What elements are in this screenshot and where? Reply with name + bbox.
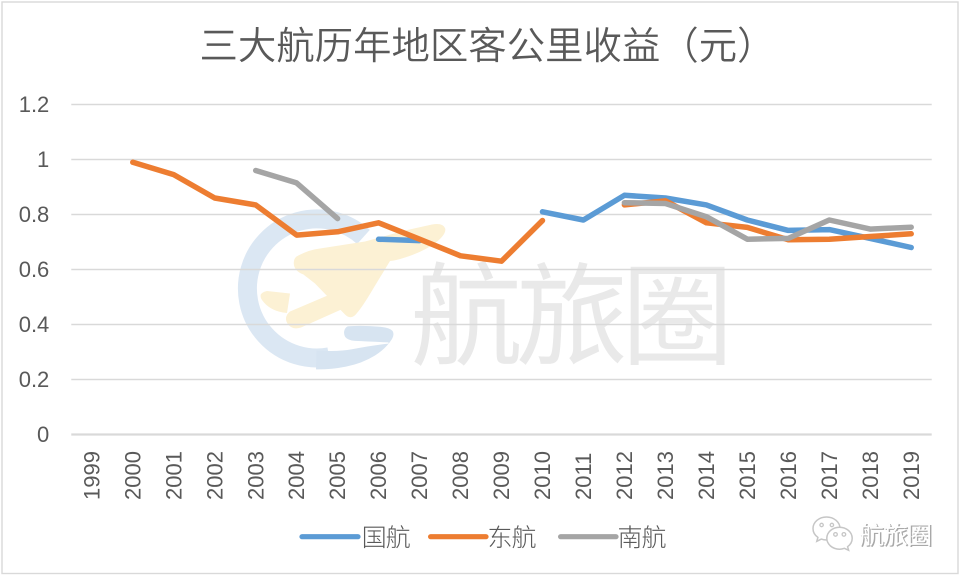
svg-text:2001: 2001 <box>161 451 186 500</box>
svg-text:2017: 2017 <box>817 451 842 500</box>
svg-text:2011: 2011 <box>571 453 596 500</box>
svg-text:2019: 2019 <box>899 451 924 500</box>
svg-text:2016: 2016 <box>776 451 801 500</box>
svg-text:2015: 2015 <box>735 451 760 500</box>
svg-text:2002: 2002 <box>202 451 227 500</box>
svg-text:0.8: 0.8 <box>19 202 50 227</box>
svg-text:2010: 2010 <box>530 451 555 500</box>
svg-text:2006: 2006 <box>366 451 391 500</box>
svg-text:2018: 2018 <box>858 451 883 500</box>
svg-text:2012: 2012 <box>612 451 637 500</box>
svg-text:2003: 2003 <box>243 451 268 500</box>
svg-text:0.2: 0.2 <box>19 367 50 392</box>
svg-text:2013: 2013 <box>653 451 678 500</box>
svg-text:1.2: 1.2 <box>19 92 50 117</box>
svg-text:2007: 2007 <box>407 451 432 500</box>
svg-text:2004: 2004 <box>284 451 309 500</box>
svg-text:2009: 2009 <box>489 451 514 500</box>
svg-text:2000: 2000 <box>120 451 145 500</box>
svg-text:2014: 2014 <box>694 451 719 500</box>
svg-text:2005: 2005 <box>325 451 350 500</box>
svg-text:2008: 2008 <box>448 451 473 500</box>
svg-text:0: 0 <box>37 422 49 447</box>
svg-text:0.4: 0.4 <box>19 312 50 337</box>
svg-text:1: 1 <box>37 147 49 172</box>
svg-text:1999: 1999 <box>79 451 104 500</box>
svg-text:0.6: 0.6 <box>19 257 50 282</box>
